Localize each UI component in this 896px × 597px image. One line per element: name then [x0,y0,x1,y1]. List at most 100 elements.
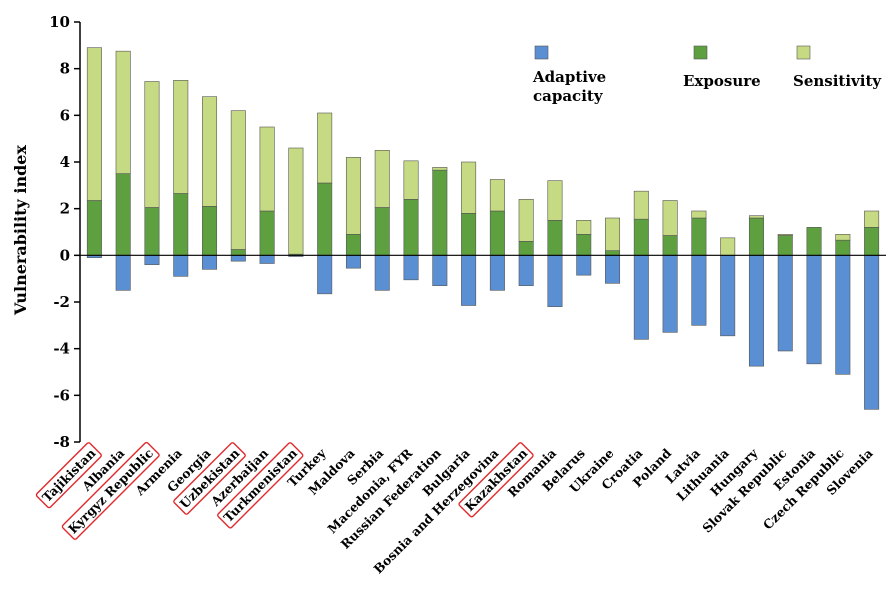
bar-exposure-croatia [633,218,649,256]
bar-exposure-bosnia-and-herzegovina [489,210,505,256]
bar-exposure-hungary [748,217,764,256]
bar-adaptive-capacity-maldova [345,255,361,269]
bar-adaptive-capacity-hungary [748,255,764,367]
highlight-box [458,442,534,518]
bar-sensitivity-belarus [576,220,592,235]
y-axis: 10 8 6 4 2 0 -2 -4 -6 -8 [49,13,81,451]
bar-adaptive-capacity-estonia [806,255,822,365]
highlight-box [35,442,102,509]
bar-sensitivity-bulgaria [461,161,477,214]
bar-exposure-kyrgyz-republic [144,207,160,256]
bar-exposure-czech-republic [835,239,851,256]
bar-sensitivity-turkmenistan [288,147,304,255]
bar-adaptive-capacity-albania [115,255,131,291]
bar-exposure-albania [115,173,131,256]
bar-sensitivity-latvia [691,210,707,219]
bar-exposure-latvia [691,217,707,256]
bar-exposure-armenia [173,193,189,256]
bar-adaptive-capacity-romania [547,255,563,307]
bar-exposure-russian-federation [432,169,448,256]
bar-adaptive-capacity-slovenia [864,255,880,410]
bar-sensitivity-azerbaijan [259,126,275,212]
legend-swatch-adaptive-capacity [534,45,549,60]
legend-label-adaptive-capacity: Adaptive capacity [532,68,606,105]
bar-exposure-azerbaijan [259,210,275,256]
bar-sensitivity-poland [662,200,678,236]
y-tick-label: -4 [53,340,70,358]
bar-sensitivity-hungary [748,215,764,219]
y-tick-label: -2 [53,293,70,311]
legend-label-exposure: Exposure [683,72,761,90]
bar-exposure-maldova [345,234,361,256]
y-tick-label: 6 [60,106,70,124]
bar-adaptive-capacity-azerbaijan [259,255,275,264]
y-tick-label: -6 [53,386,70,404]
y-tick-label: 2 [60,200,70,218]
bar-exposure-turkey [317,182,333,256]
bar-adaptive-capacity-macedonia-fyr [403,255,419,281]
y-tick-label: 10 [49,13,70,31]
bar-adaptive-capacity-belarus [576,255,592,276]
bar-sensitivity-maldova [345,157,361,235]
legend-swatch-sensitivity [796,45,811,60]
legend-label-sensitivity: Sensitivity [793,72,882,90]
y-axis-label: Vulnerability index [11,145,30,316]
bar-sensitivity-lithuania [720,237,736,256]
bar-adaptive-capacity-bulgaria [461,255,477,306]
bar-sensitivity-czech-republic [835,234,851,241]
bar-exposure-macedonia-fyr [403,199,419,256]
bar-sensitivity-kyrgyz-republic [144,81,160,208]
y-tick-label: -8 [53,433,70,451]
bar-exposure-bulgaria [461,213,477,256]
bar-exposure-belarus [576,234,592,256]
bar-adaptive-capacity-turkey [317,255,333,295]
bar-exposure-slovak-republic [777,235,793,256]
bar-adaptive-capacity-ukraine [605,255,621,284]
bar-adaptive-capacity-bosnia-and-herzegovina [489,255,505,291]
bar-exposure-serbia [374,207,390,256]
bar-exposure-poland [662,235,678,256]
bar-exposure-tajikistan [86,200,102,256]
bar-sensitivity-slovenia [864,210,880,228]
bar-sensitivity-albania [115,50,131,174]
bar-adaptive-capacity-georgia [202,255,218,270]
bar-sensitivity-bosnia-and-herzegovina [489,179,505,212]
bar-adaptive-capacity-lithuania [720,255,736,337]
bar-sensitivity-macedonia-fyr [403,160,419,200]
bar-exposure-ukraine [605,250,621,256]
bar-sensitivity-russian-federation [432,167,448,171]
highlight-box [217,442,304,529]
bar-adaptive-capacity-czech-republic [835,255,851,375]
bar-sensitivity-slovak-republic [777,234,793,236]
bar-adaptive-capacity-russian-federation [432,255,448,286]
bar-exposure-uzbekistan [230,249,246,256]
bar-sensitivity-armenia [173,80,189,194]
bar-adaptive-capacity-uzbekistan [230,255,246,262]
bar-exposure-kazakhstan [518,241,534,256]
bar-exposure-romania [547,220,563,256]
bar-sensitivity-tajikistan [86,47,102,201]
y-tick-label: 0 [60,246,70,264]
bar-sensitivity-romania [547,180,563,221]
bar-sensitivity-serbia [374,150,390,208]
legend-swatch-exposure [693,45,708,60]
bar-adaptive-capacity-serbia [374,255,390,291]
y-tick-label: 8 [60,60,70,78]
bar-sensitivity-turkey [317,112,333,184]
bar-exposure-estonia [806,227,822,256]
bar-adaptive-capacity-slovak-republic [777,255,793,352]
bar-adaptive-capacity-latvia [691,255,707,326]
bar-adaptive-capacity-kyrgyz-republic [144,255,160,265]
highlight-box [61,441,160,540]
bar-exposure-slovenia [864,227,880,256]
bar-sensitivity-kazakhstan [518,199,534,242]
bar-sensitivity-georgia [202,96,218,207]
bars [86,47,880,410]
bar-sensitivity-uzbekistan [230,110,246,250]
bar-sensitivity-ukraine [605,217,621,251]
bar-adaptive-capacity-kazakhstan [518,255,534,286]
bar-exposure-georgia [202,206,218,256]
y-tick-label: 4 [60,153,70,171]
